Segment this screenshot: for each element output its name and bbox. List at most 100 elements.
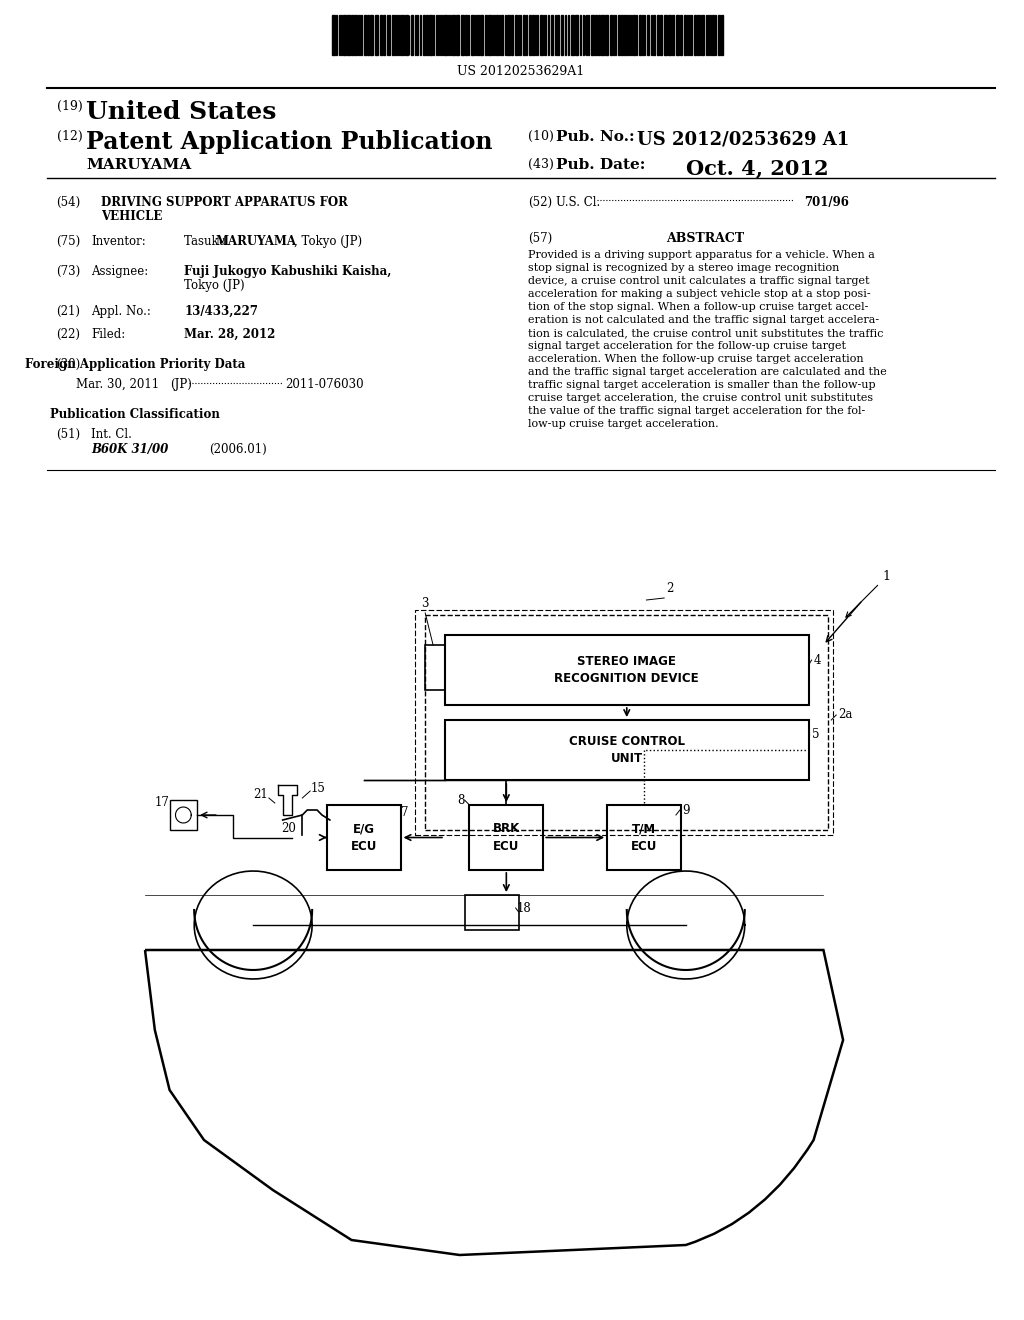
Text: (22): (22) <box>56 327 81 341</box>
Text: (2006.01): (2006.01) <box>209 444 266 455</box>
Text: , Tokyo (JP): , Tokyo (JP) <box>295 235 362 248</box>
Bar <box>485 15 487 55</box>
Text: Filed:: Filed: <box>91 327 125 341</box>
Bar <box>471 15 474 55</box>
Text: DRIVING SUPPORT APPARATUS FOR: DRIVING SUPPORT APPARATUS FOR <box>100 195 347 209</box>
Bar <box>601 15 604 55</box>
Bar <box>346 15 349 55</box>
Bar <box>570 15 573 55</box>
Bar <box>557 15 559 55</box>
Bar <box>672 15 674 55</box>
Text: Foreign Application Priority Data: Foreign Application Priority Data <box>25 358 246 371</box>
Bar <box>400 15 402 55</box>
Text: tion of the stop signal. When a follow-up cruise target accel-: tion of the stop signal. When a follow-u… <box>528 302 868 312</box>
Text: Oct. 4, 2012: Oct. 4, 2012 <box>686 158 828 178</box>
Text: Pub. Date:: Pub. Date: <box>556 158 645 172</box>
Text: 13/433,227: 13/433,227 <box>184 305 258 318</box>
Bar <box>368 15 370 55</box>
Bar <box>444 719 809 780</box>
Bar <box>507 15 510 55</box>
Bar <box>375 15 378 55</box>
Text: (73): (73) <box>56 265 81 279</box>
Bar <box>701 15 705 55</box>
Text: Tokyo (JP): Tokyo (JP) <box>184 279 245 292</box>
Bar <box>639 15 641 55</box>
Text: 2: 2 <box>666 582 674 595</box>
Bar <box>370 15 373 55</box>
Bar <box>653 15 655 55</box>
Text: 20: 20 <box>281 821 296 834</box>
Bar <box>443 15 446 55</box>
Text: BRK
ECU: BRK ECU <box>493 822 520 853</box>
Text: (12): (12) <box>56 129 82 143</box>
Text: device, a cruise control unit calculates a traffic signal target: device, a cruise control unit calculates… <box>528 276 870 286</box>
Bar <box>465 895 518 931</box>
Bar <box>469 805 543 870</box>
Bar <box>696 15 698 55</box>
Text: stop signal is recognized by a stereo image recognition: stop signal is recognized by a stereo im… <box>528 263 840 273</box>
Text: (54): (54) <box>56 195 81 209</box>
Bar <box>680 15 682 55</box>
Bar <box>541 15 543 55</box>
Bar <box>668 15 671 55</box>
Text: STEREO IMAGE
RECOGNITION DEVICE: STEREO IMAGE RECOGNITION DEVICE <box>554 655 699 685</box>
Bar <box>532 15 535 55</box>
Text: Patent Application Publication: Patent Application Publication <box>86 129 493 154</box>
Text: acceleration for making a subject vehicle stop at a stop posi-: acceleration for making a subject vehicl… <box>528 289 871 300</box>
Text: US 20120253629A1: US 20120253629A1 <box>457 65 585 78</box>
Bar <box>522 15 524 55</box>
Bar <box>684 15 686 55</box>
Bar <box>496 15 498 55</box>
Text: US 2012/0253629 A1: US 2012/0253629 A1 <box>637 129 849 148</box>
Text: the value of the traffic signal target acceleration for the fol-: the value of the traffic signal target a… <box>528 407 865 416</box>
Bar <box>425 645 444 690</box>
Bar <box>657 15 659 55</box>
Bar <box>429 15 432 55</box>
Bar <box>477 15 479 55</box>
Bar <box>574 15 578 55</box>
Bar <box>170 800 197 830</box>
Bar <box>501 15 503 55</box>
Bar <box>392 15 394 55</box>
Bar <box>332 15 335 55</box>
Bar <box>327 805 400 870</box>
Bar <box>621 15 623 55</box>
Text: Fuji Jukogyo Kabushiki Kaisha,: Fuji Jukogyo Kabushiki Kaisha, <box>184 265 392 279</box>
Bar <box>426 15 428 55</box>
Text: eration is not calculated and the traffic signal target accelera-: eration is not calculated and the traffi… <box>528 315 880 325</box>
Bar <box>354 15 356 55</box>
Bar <box>461 15 464 55</box>
Bar <box>425 615 828 830</box>
Text: 21: 21 <box>253 788 268 801</box>
Text: (21): (21) <box>56 305 81 318</box>
Text: Pub. No.:: Pub. No.: <box>556 129 635 144</box>
Text: 3: 3 <box>422 597 429 610</box>
Text: (57): (57) <box>528 232 553 246</box>
Text: 9: 9 <box>682 804 689 817</box>
Text: Mar. 30, 2011: Mar. 30, 2011 <box>76 378 160 391</box>
Bar <box>598 15 600 55</box>
Text: Assignee:: Assignee: <box>91 265 148 279</box>
Bar <box>343 15 345 55</box>
Text: (52): (52) <box>528 195 553 209</box>
Text: 15: 15 <box>310 781 325 795</box>
Bar <box>452 15 455 55</box>
Text: tion is calculated, the cruise control unit substitutes the traffic: tion is calculated, the cruise control u… <box>528 327 884 338</box>
Bar <box>365 15 367 55</box>
Text: U.S. Cl.: U.S. Cl. <box>556 195 600 209</box>
Bar <box>380 15 382 55</box>
Bar <box>665 15 667 55</box>
Bar <box>511 15 513 55</box>
Bar <box>647 15 649 55</box>
Bar <box>592 15 594 55</box>
Text: (JP): (JP) <box>171 378 193 391</box>
Bar <box>383 15 385 55</box>
Text: ABSTRACT: ABSTRACT <box>667 232 744 246</box>
Text: (19): (19) <box>56 100 82 114</box>
Text: 5: 5 <box>812 729 819 742</box>
Text: Tasuku: Tasuku <box>184 235 230 248</box>
Text: low-up cruise target acceleration.: low-up cruise target acceleration. <box>528 418 719 429</box>
Bar <box>351 15 353 55</box>
Text: Provided is a driving support apparatus for a vehicle. When a: Provided is a driving support apparatus … <box>528 249 876 260</box>
Text: E/G
ECU: E/G ECU <box>350 822 377 853</box>
